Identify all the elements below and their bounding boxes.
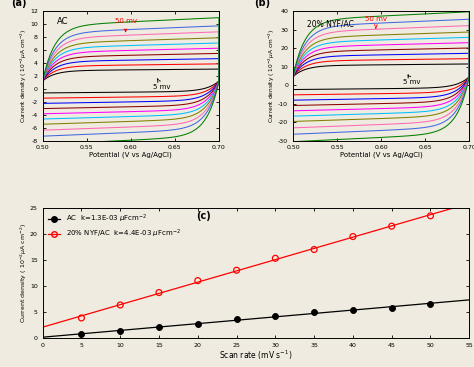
Point xyxy=(233,317,240,323)
Point xyxy=(233,267,240,273)
Point xyxy=(117,328,124,334)
Text: (b): (b) xyxy=(254,0,270,8)
Point xyxy=(427,301,434,307)
Point xyxy=(349,234,357,240)
X-axis label: Potential (V vs Ag/AgCl): Potential (V vs Ag/AgCl) xyxy=(90,152,172,159)
Point xyxy=(78,315,85,321)
Text: (a): (a) xyxy=(11,0,27,8)
Text: 5 mv: 5 mv xyxy=(153,79,170,90)
Legend: AC  k=1.3E-03 $\mu$Fcm$^{-2}$, 20% NYF/AC  k=4.4E-03 $\mu$Fcm$^{-2}$: AC k=1.3E-03 $\mu$Fcm$^{-2}$, 20% NYF/AC… xyxy=(46,211,182,241)
Text: 50 mv: 50 mv xyxy=(365,16,387,28)
Point xyxy=(272,313,279,319)
Text: 50 mv: 50 mv xyxy=(115,18,137,32)
Point xyxy=(310,247,318,252)
Text: (c): (c) xyxy=(196,211,211,221)
X-axis label: Potential (V vs Ag/AgCl): Potential (V vs Ag/AgCl) xyxy=(340,152,422,159)
Point xyxy=(194,278,201,284)
Point xyxy=(388,305,395,310)
Point xyxy=(272,255,279,261)
Point xyxy=(388,223,395,229)
Text: 5 mv: 5 mv xyxy=(403,75,421,85)
Point xyxy=(155,290,163,295)
Y-axis label: Current density ( 10$^{-2}$$\mu$A cm$^{-2}$): Current density ( 10$^{-2}$$\mu$A cm$^{-… xyxy=(266,29,277,123)
Point xyxy=(78,331,85,337)
Y-axis label: Current density ( 10$^{-2}$$\mu$A cm$^{-2}$): Current density ( 10$^{-2}$$\mu$A cm$^{-… xyxy=(18,29,28,123)
Point xyxy=(310,309,318,315)
Point xyxy=(427,213,434,219)
Point xyxy=(349,307,357,313)
Text: AC: AC xyxy=(57,17,68,26)
Y-axis label: Current density ( 10$^{-2}$$\mu$A cm$^{-2}$): Current density ( 10$^{-2}$$\mu$A cm$^{-… xyxy=(18,223,28,323)
Point xyxy=(194,321,201,327)
Text: 20% NYF/AC: 20% NYF/AC xyxy=(307,19,354,29)
Point xyxy=(155,324,163,330)
Point xyxy=(117,302,124,308)
X-axis label: Scan rate (mV s$^{-1}$): Scan rate (mV s$^{-1}$) xyxy=(219,349,292,362)
